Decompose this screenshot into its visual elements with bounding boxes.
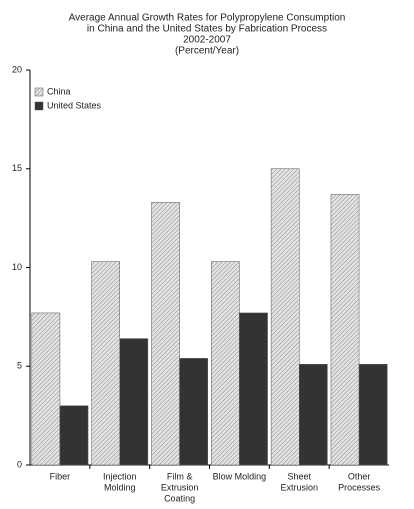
y-tick-label: 10 [12,262,22,272]
bar [59,405,89,466]
x-tick-label: Processes [338,482,381,492]
x-tick-label: Film & [167,471,193,481]
x-tick-label: Extrusion [280,482,318,492]
chart-title: (Percent/Year) [175,46,239,57]
chart-title: in China and the United States by Fabric… [87,24,327,35]
y-tick-label: 5 [17,361,22,371]
legend-label: China [47,86,71,96]
chart-title: 2002-2007 [183,35,231,46]
bar [119,338,149,466]
x-tick-label: Extrusion [161,482,199,492]
legend-swatch [34,101,44,111]
bar [91,261,120,466]
bar [179,358,208,466]
x-tick-label: Blow Molding [213,471,267,481]
bar [211,261,240,466]
chart-title: Average Annual Growth Rates for Polyprop… [69,13,346,24]
y-tick-label: 15 [12,163,22,173]
y-tick-label: 0 [17,459,22,469]
bar [239,312,268,466]
legend-swatch [34,87,44,97]
x-tick-label: Coating [164,493,195,503]
x-tick-label: Other [348,471,371,481]
bar [299,364,328,466]
x-tick-label: Injection [103,471,137,481]
x-tick-label: Molding [104,482,136,492]
bar [270,168,300,466]
x-tick-label: Sheet [287,471,311,481]
bar [151,202,180,466]
bar [358,364,388,466]
legend-label: United States [47,100,102,110]
bar [330,194,360,466]
bar [31,312,61,466]
y-tick-label: 20 [12,64,22,74]
x-tick-label: Fiber [50,471,71,481]
